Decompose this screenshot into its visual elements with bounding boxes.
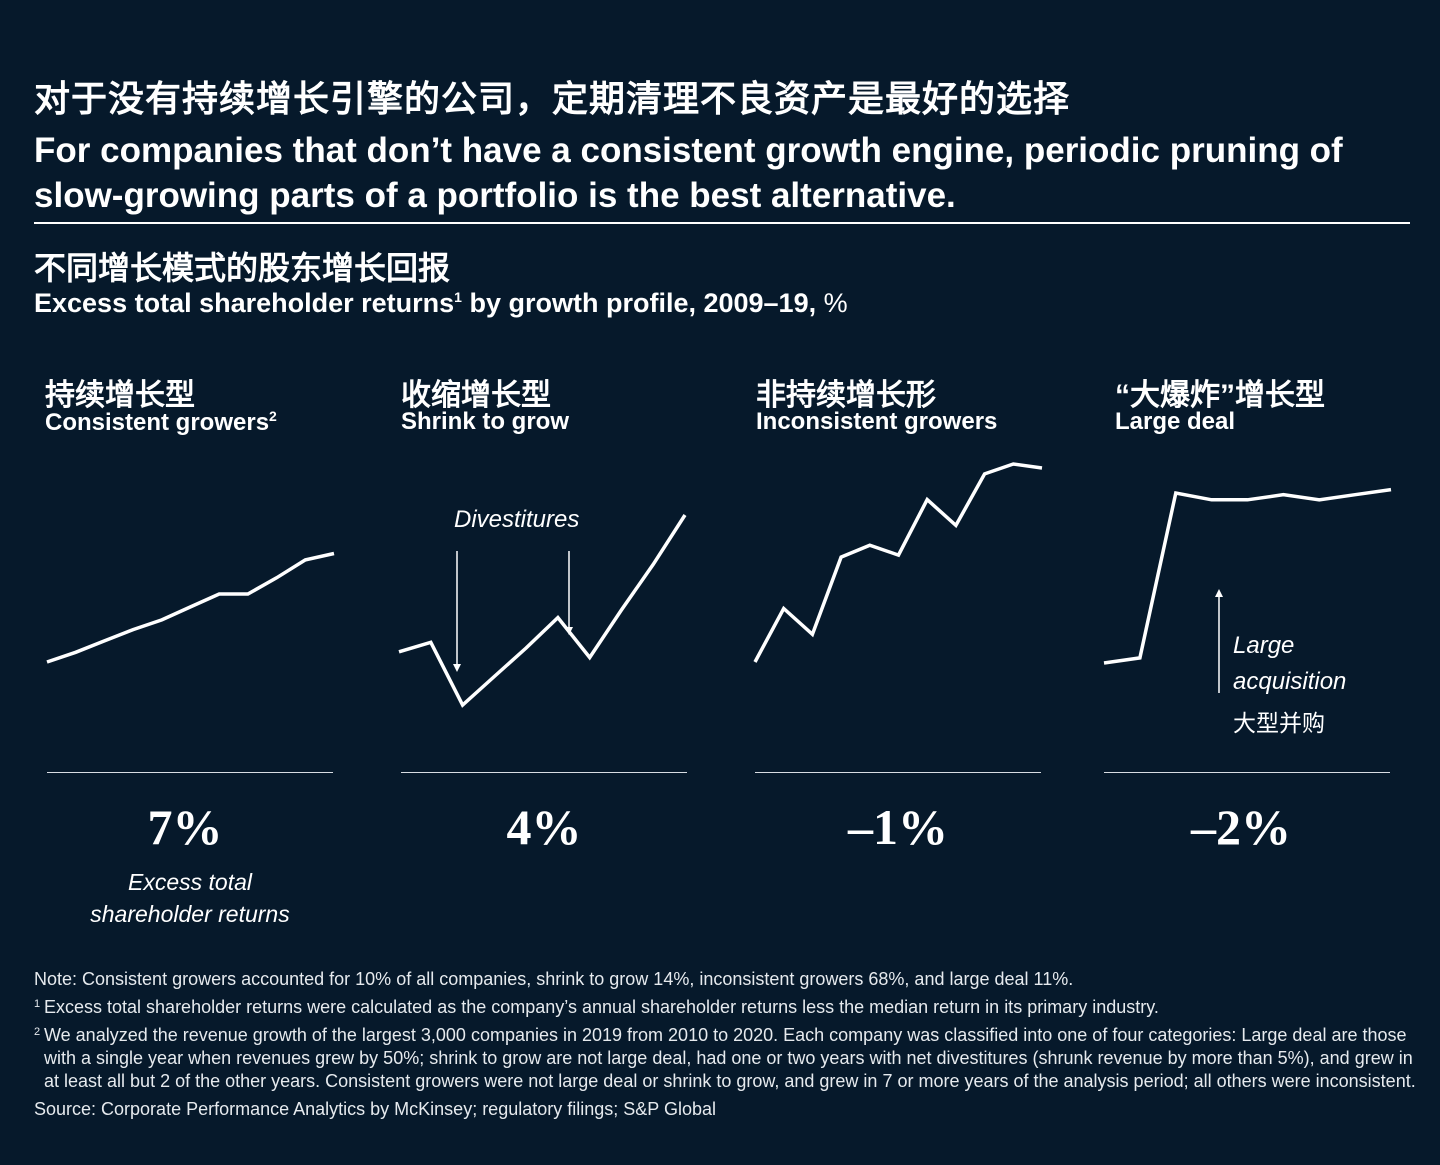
divestitures-annotation: Divestitures [454,506,580,533]
footnote-2: 2 We analyzed the revenue growth of the l… [34,1024,1419,1093]
panel-separator [401,772,687,773]
note-text: Note: Consistent growers accounted for 1… [34,969,1074,989]
shrink-to-grow-line [398,514,687,708]
value-caption-line1: Excess total [128,869,252,895]
footnote-1: 1 Excess total shareholder returns were c… [34,996,1419,1019]
panel-separator [47,772,333,773]
consistent-growers-line [46,551,335,664]
panel-separator [755,772,1041,773]
total-value-shrink: 4% [506,799,582,855]
panel-label-cn-consistent: 持续增长型 [45,379,195,412]
total-value-large-deal: –2% [1191,799,1291,855]
subtitle-cn: 不同增长模式的股东增长回报 [34,250,451,286]
panel-label-cn-inconsistent: 非持续增长形 [756,379,936,412]
source-text: Source: Corporate Performance Analytics … [34,1099,716,1119]
large-acquisition-annotation-cn: 大型并购 [1233,710,1325,736]
total-value-consistent: 7% [147,799,223,855]
large-acquisition-annotation-line2: acquisition [1233,668,1347,695]
footnote-1-mark: 1 [34,998,41,1010]
subtitle-en-main: Excess total shareholder returns [34,288,455,318]
footnote-1-text: Excess total shareholder returns were ca… [44,997,1159,1017]
footnote-2-text: We analyzed the revenue growth of the la… [44,1025,1416,1091]
title-divider [34,222,1410,224]
value-caption-line2: shareholder returns [90,901,290,927]
panel-label-en-inconsistent: Inconsistent growers [756,408,998,435]
large-deal-line [1103,487,1392,665]
subtitle-unit: % [823,288,848,318]
panel-separator [1104,772,1390,773]
panel-label-cn-large-deal: “大爆炸”增长型 [1115,379,1325,412]
panel-label-en-consistent-text: Consistent growers [45,409,270,436]
panel-label-footnote-mark: 2 [269,408,277,424]
panel-label-cn-shrink: 收缩增长型 [401,379,551,412]
large-acquisition-annotation-line1: Large [1233,632,1295,659]
footnote-2-mark: 2 [34,1026,41,1038]
panel-label-en-shrink: Shrink to grow [401,408,569,435]
inconsistent-growers-line [753,462,1043,663]
page-title-cn: 对于没有持续增长引擎的公司，定期清理不良资产是最好的选择 [34,78,1071,119]
subtitle-en: Excess total shareholder returns1 by gro… [34,288,848,319]
total-value-inconsistent: –1% [848,799,948,855]
value-caption: Excess total shareholder returns [47,866,333,930]
subtitle-footnote-mark: 1 [454,289,462,305]
page-title-en: For companies that don’t have a consiste… [34,131,1343,215]
subtitle-en-rest: by growth profile, 2009–19, [461,288,824,318]
footnotes: Note: Consistent growers accounted for 1… [34,968,1419,1121]
panel-label-en-large-deal: Large deal [1115,408,1236,435]
panel-label-en-consistent: Consistent growers2 [45,408,277,437]
